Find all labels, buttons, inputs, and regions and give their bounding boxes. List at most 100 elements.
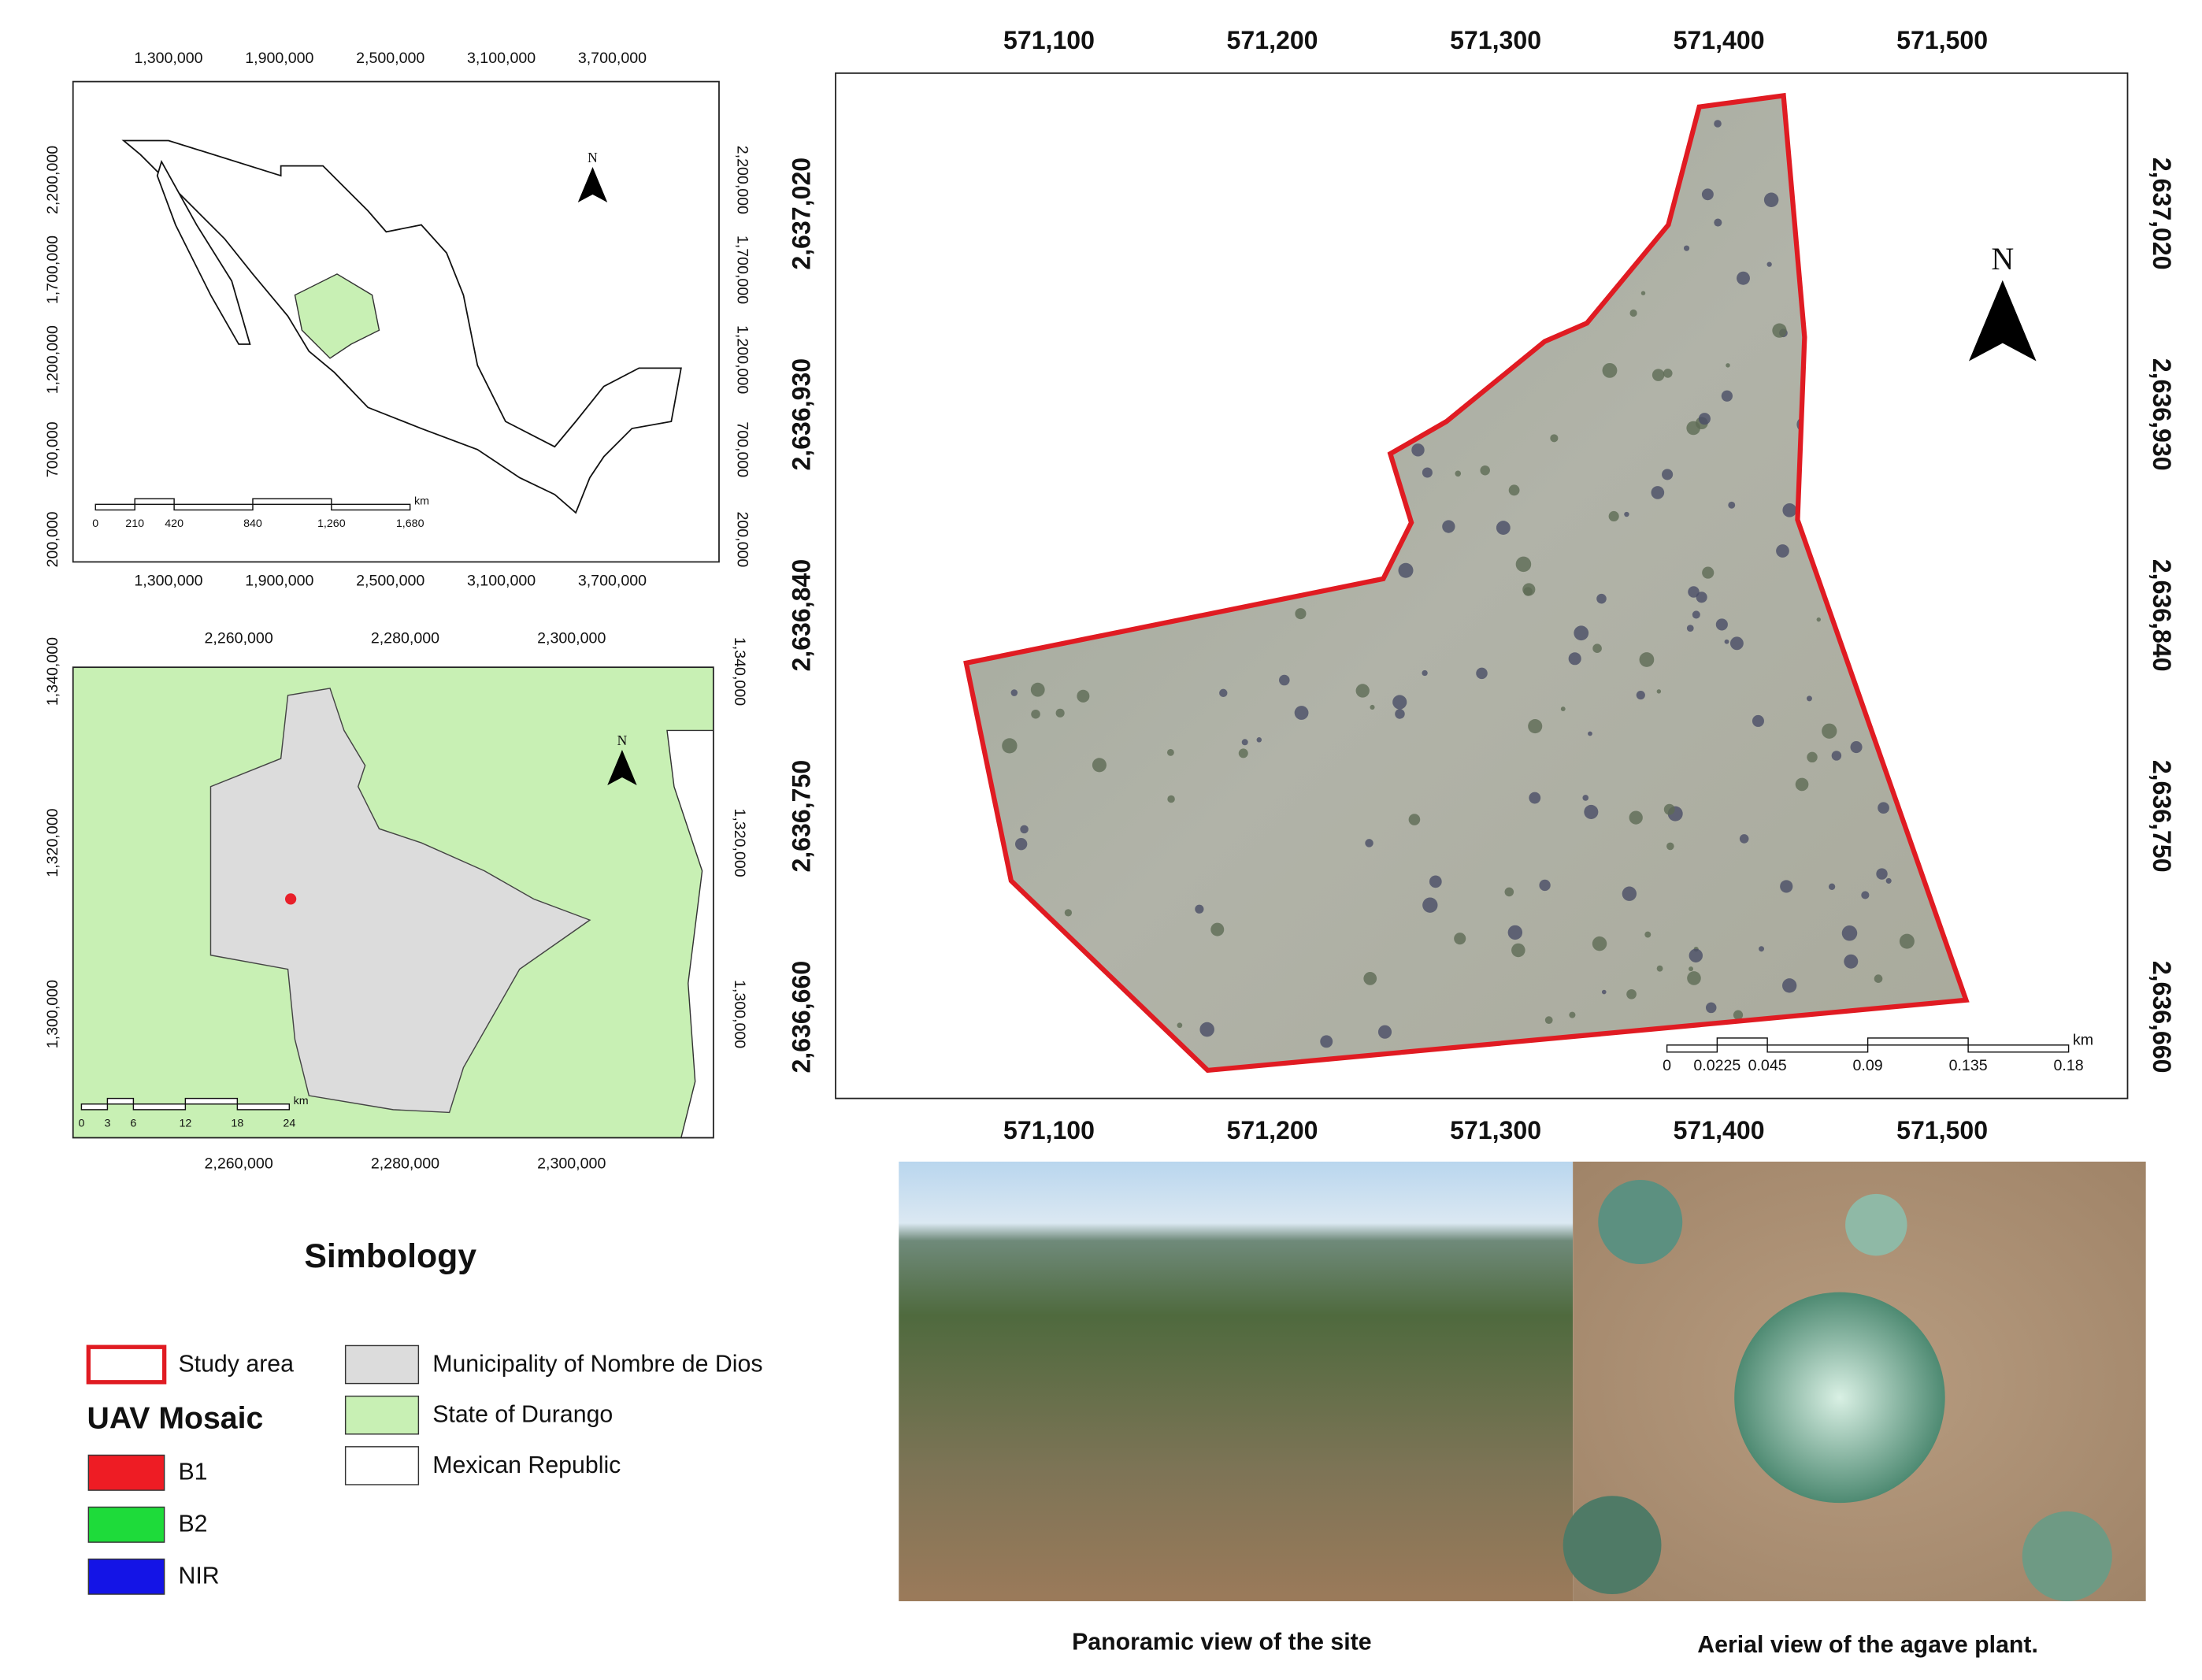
vegetation-spot bbox=[1508, 484, 1520, 496]
vegetation-spot bbox=[1077, 689, 1090, 703]
vegetation-spot bbox=[1795, 777, 1809, 792]
scale-label: 0.135 bbox=[1949, 1057, 1988, 1074]
map-durango bbox=[72, 666, 714, 1139]
scale-label: 840 bbox=[243, 517, 262, 530]
photos: Panoramic view of the site Aerial view o… bbox=[899, 1161, 2146, 1658]
y-tick-label: 1,200,000 bbox=[733, 325, 751, 394]
vegetation-spot bbox=[1167, 795, 1175, 803]
agave-plant bbox=[1845, 1193, 1907, 1256]
vegetation-spot bbox=[1656, 965, 1663, 972]
y-tick-label: 1,700,000 bbox=[44, 235, 61, 304]
vegetation-spot bbox=[1729, 636, 1744, 651]
vegetation-spot bbox=[1728, 501, 1736, 509]
scale-bar-segment bbox=[173, 503, 254, 511]
vegetation-spot bbox=[1219, 688, 1228, 698]
vegetation-spot bbox=[1014, 838, 1028, 851]
y-tick-label: 1,340,000 bbox=[731, 637, 748, 706]
north-label: N bbox=[588, 150, 598, 165]
vegetation-spot bbox=[1422, 467, 1433, 478]
vegetation-spot bbox=[1411, 443, 1425, 457]
vegetation-spot bbox=[1365, 839, 1373, 847]
map-frame bbox=[835, 72, 2129, 1100]
vegetation-spot bbox=[1522, 583, 1536, 596]
vegetation-spot bbox=[1544, 1016, 1553, 1025]
vegetation-spot bbox=[1724, 639, 1729, 644]
y-tick-label: 2,200,000 bbox=[44, 146, 61, 214]
vegetation-spot bbox=[1408, 814, 1421, 825]
vegetation-spot bbox=[1569, 1011, 1576, 1018]
vegetation-spot bbox=[1584, 804, 1599, 819]
vegetation-spot bbox=[1686, 421, 1700, 436]
scale-label: 0.09 bbox=[1853, 1057, 1883, 1074]
scale-bar-segment bbox=[80, 1103, 109, 1111]
vegetation-spot bbox=[1651, 486, 1665, 499]
scale-bar-segment bbox=[95, 503, 135, 511]
vegetation-spot bbox=[1480, 465, 1490, 476]
y-tick-label: 2,636,930 bbox=[2148, 358, 2176, 471]
x-tick-label: 571,300 bbox=[1450, 1116, 1541, 1144]
study-area-dot bbox=[284, 893, 297, 905]
vegetation-spot bbox=[1702, 566, 1715, 579]
x-tick-label: 2,300,000 bbox=[537, 1155, 606, 1173]
vegetation-spot bbox=[1395, 709, 1405, 719]
vegetation-spot bbox=[1002, 738, 1018, 754]
legend-label: Mexican Republic bbox=[432, 1452, 621, 1478]
vegetation-spot bbox=[1398, 562, 1414, 578]
scale-bar-segment bbox=[1666, 1044, 1718, 1053]
x-tick-label: 2,300,000 bbox=[537, 630, 606, 647]
scale-label: 420 bbox=[165, 517, 184, 530]
vegetation-spot bbox=[1878, 802, 1889, 814]
vegetation-spot bbox=[1698, 413, 1711, 425]
vegetation-spot bbox=[1355, 684, 1370, 698]
legend-title: Simbology bbox=[304, 1237, 476, 1275]
vegetation-spot bbox=[1592, 643, 1602, 654]
vegetation-spot bbox=[1782, 978, 1797, 993]
y-tick-label: 2,636,840 bbox=[787, 559, 815, 672]
vegetation-spot bbox=[1064, 909, 1073, 917]
vegetation-spot bbox=[1850, 741, 1863, 754]
vegetation-spot bbox=[1363, 972, 1377, 985]
y-tick-label: 2,637,020 bbox=[787, 158, 815, 270]
x-tick-label: 571,100 bbox=[1003, 1116, 1095, 1144]
vegetation-spot bbox=[1687, 971, 1701, 985]
mexico-outline bbox=[121, 139, 682, 514]
y-tick-label: 2,636,840 bbox=[2148, 559, 2176, 672]
vegetation-spot bbox=[1529, 792, 1541, 804]
vegetation-spot bbox=[1714, 120, 1722, 128]
vegetation-spot bbox=[1636, 690, 1645, 700]
vegetation-spot bbox=[1507, 925, 1523, 940]
vegetation-spot bbox=[1626, 988, 1637, 999]
vegetation-spot bbox=[1876, 868, 1888, 880]
x-tick-label: 571,400 bbox=[1674, 26, 1765, 54]
baja-outline bbox=[156, 159, 251, 345]
x-tick-label: 1,900,000 bbox=[245, 573, 313, 590]
vegetation-spot bbox=[1841, 925, 1858, 941]
vegetation-spot bbox=[1844, 954, 1859, 969]
x-tick-label: 2,500,000 bbox=[356, 50, 424, 67]
legend-swatch bbox=[87, 1506, 165, 1543]
scale-label: 1,680 bbox=[396, 517, 424, 530]
y-tick-label: 700,000 bbox=[733, 421, 751, 477]
scale-bar-segment bbox=[1766, 1044, 1869, 1053]
vegetation-spot bbox=[1476, 667, 1488, 680]
scale-bar-segment bbox=[184, 1097, 239, 1105]
y-tick-label: 200,000 bbox=[44, 511, 61, 567]
vegetation-spot bbox=[1092, 758, 1107, 773]
vegetation-spot bbox=[1689, 966, 1693, 972]
y-tick-label: 1,700,000 bbox=[733, 235, 751, 304]
agave-plant bbox=[1598, 1180, 1683, 1265]
vegetation-spot bbox=[1010, 689, 1018, 696]
x-tick-label: 3,100,000 bbox=[467, 573, 536, 590]
scale-bar-segment bbox=[1867, 1037, 1969, 1046]
legend-swatch bbox=[344, 1344, 420, 1385]
vegetation-spot bbox=[1885, 877, 1892, 884]
vegetation-spot bbox=[1550, 434, 1559, 443]
y-tick-label: 700,000 bbox=[44, 421, 61, 477]
scale-label: 0 bbox=[1663, 1057, 1671, 1074]
map-mexico bbox=[72, 80, 720, 563]
x-tick-label: 2,280,000 bbox=[371, 630, 439, 647]
x-tick-label: 2,280,000 bbox=[371, 1155, 439, 1173]
y-tick-label: 1,200,000 bbox=[44, 325, 61, 394]
vegetation-spot bbox=[1622, 886, 1637, 901]
